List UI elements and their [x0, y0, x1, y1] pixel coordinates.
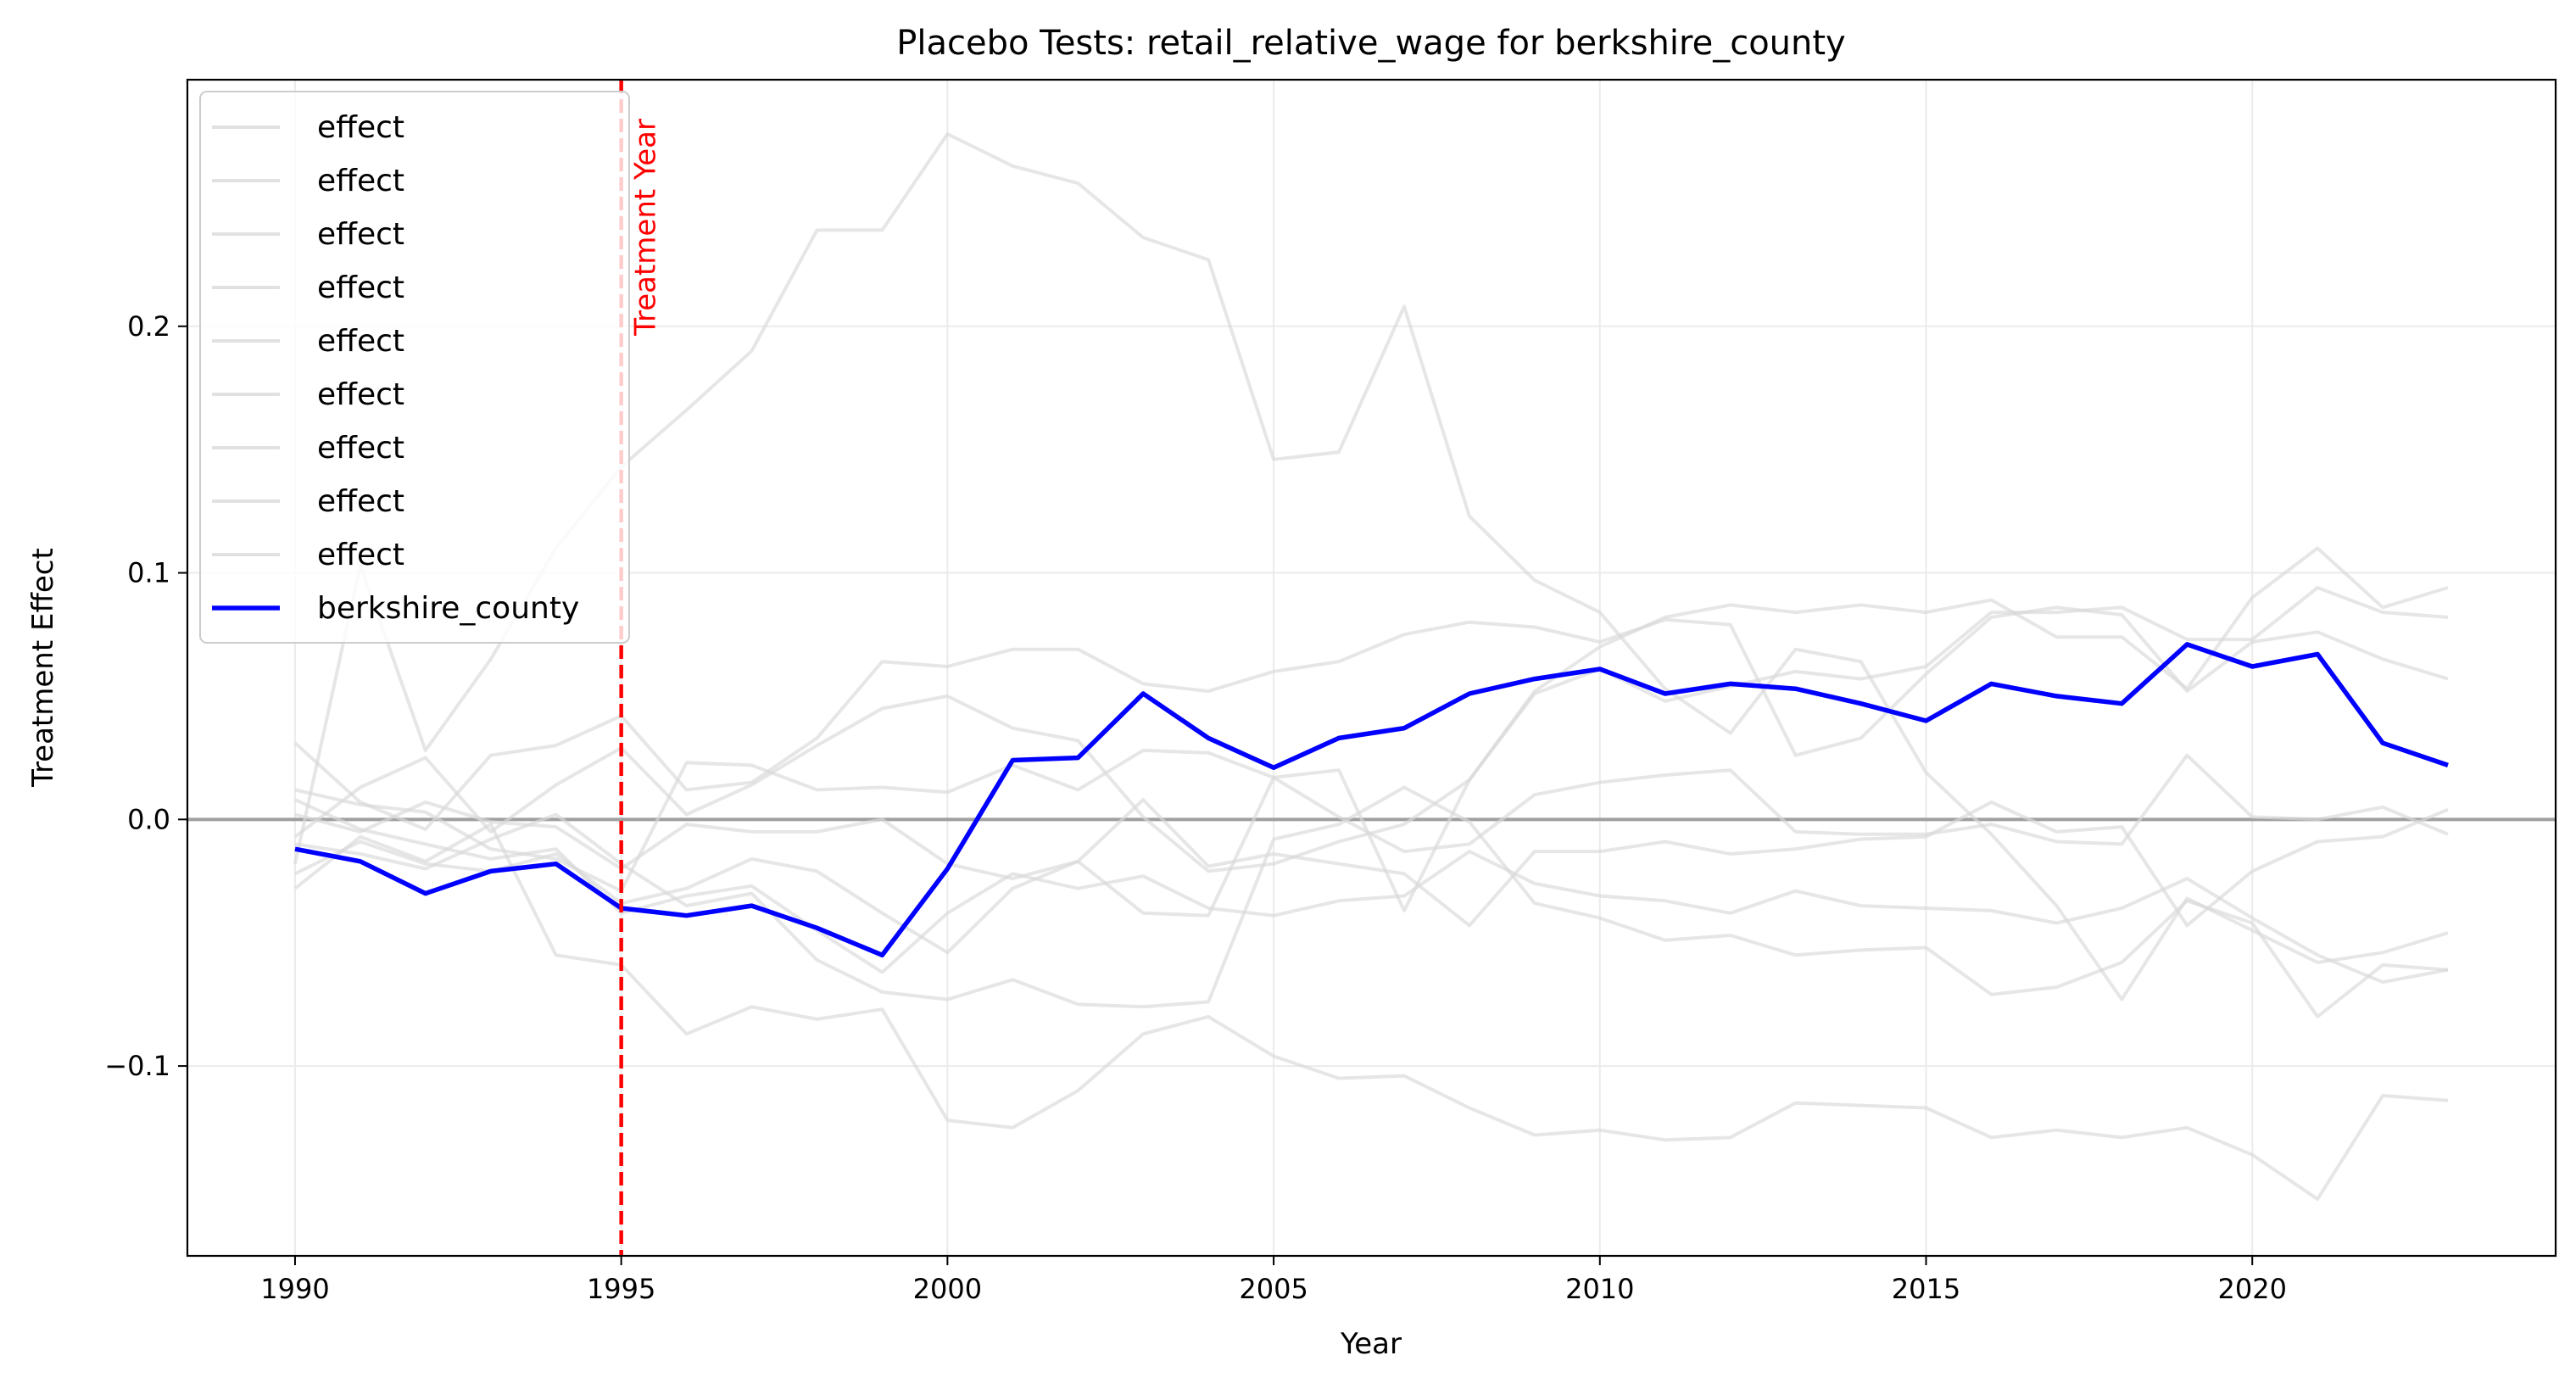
legend: effect effect effect effect effect effect effe… [200, 92, 629, 643]
x-tick-label: 2005 [1239, 1273, 1308, 1305]
legend-label: effect [317, 217, 404, 252]
x-tick-label: 2015 [1892, 1273, 1960, 1305]
x-tick-label: 1995 [587, 1273, 655, 1305]
y-axis-title: Treatment Effect [26, 548, 60, 788]
legend-label: effect [317, 538, 404, 572]
legend-label: effect [317, 110, 404, 145]
y-tick-label: 0.0 [127, 803, 170, 835]
legend-label: effect [317, 271, 404, 305]
y-tick-label: 0.2 [127, 310, 170, 343]
legend-label: effect [317, 164, 404, 198]
legend-label: effect [317, 484, 404, 519]
treatment-year-label: Treatment Year [629, 119, 663, 337]
chart-title: Placebo Tests: retail_relative_wage for … [896, 24, 1845, 63]
legend-label: berkshire_county [317, 591, 579, 626]
x-tick-label: 2000 [913, 1273, 982, 1305]
x-tick-label: 2020 [2218, 1273, 2287, 1305]
y-tick-label: 0.1 [127, 557, 170, 589]
legend-label: effect [317, 324, 404, 359]
legend-box [200, 92, 629, 643]
x-tick-label: 1990 [260, 1273, 329, 1305]
legend-label: effect [317, 377, 404, 412]
y-tick-label: −0.1 [104, 1050, 170, 1082]
legend-label: effect [317, 431, 404, 466]
x-axis-title: Year [1340, 1327, 1402, 1361]
x-tick-label: 2010 [1565, 1273, 1634, 1305]
